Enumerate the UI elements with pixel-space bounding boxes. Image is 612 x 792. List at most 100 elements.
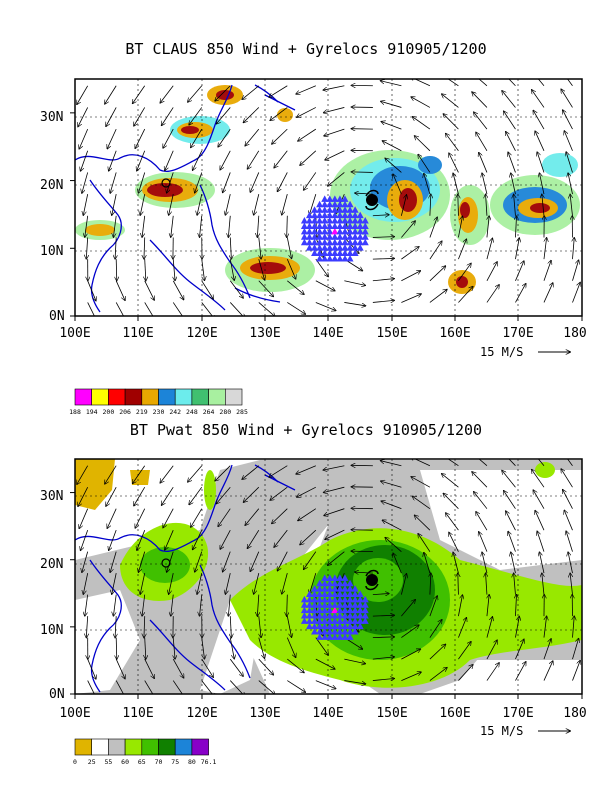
gyre-location-marker (311, 622, 319, 630)
wind-vector (270, 107, 288, 120)
colorbar-label: 285 (236, 408, 248, 416)
bottom-x-tick: 110E (122, 706, 153, 721)
wind-vector (287, 680, 305, 693)
gyre-location-marker (356, 211, 364, 219)
gyre-location-marker (361, 222, 369, 229)
wind-vector (442, 474, 459, 488)
gyre-location-marker (351, 628, 359, 635)
colorbar-label: 55 (104, 758, 112, 766)
wind-vector (223, 551, 231, 572)
wind-vector (220, 150, 231, 170)
wind-vector (142, 215, 146, 237)
gyre-location-marker (341, 249, 349, 257)
gyre-location-marker (356, 217, 364, 224)
wind-vector (257, 215, 258, 237)
gyre-location-marker (311, 590, 319, 597)
wind-vector (107, 128, 117, 148)
wind-vector (77, 85, 89, 104)
wind-vector (572, 639, 578, 660)
wind-vector (160, 85, 174, 103)
wind-vector (105, 85, 117, 104)
wind-vector (351, 551, 373, 552)
gyre-location-marker (341, 238, 349, 246)
gyre-location-marker (326, 611, 334, 619)
wind-vector (144, 280, 155, 300)
gyre-location-marker (341, 595, 349, 603)
gyre-location-marker (351, 227, 359, 235)
wind-vector (270, 486, 288, 500)
colorbar-label: 25 (88, 758, 96, 766)
gyre-location-marker (326, 606, 334, 614)
wind-vector (539, 552, 545, 574)
wind-vector (78, 487, 89, 506)
wind-vector (254, 573, 260, 594)
wind-vector (401, 221, 415, 238)
wind-vector (201, 302, 215, 316)
colorbar-label: 60 (121, 758, 129, 766)
wind-vector (486, 238, 492, 260)
gyre-location-marker (305, 227, 313, 235)
gyre-location-marker (321, 206, 329, 213)
wind-vector (116, 259, 117, 280)
gyre-location-marker (356, 222, 364, 229)
bottom-gyre-locations (300, 574, 369, 640)
gyre-location-marker (316, 238, 324, 246)
wind-vector (245, 508, 260, 526)
wind-vector (144, 658, 155, 678)
gyre-location-marker (305, 622, 313, 630)
wind-vector (309, 193, 317, 214)
bottom-vector-ref-label: 15 M/S (480, 724, 523, 738)
wind-vector (300, 529, 317, 544)
wind-vector (515, 238, 519, 260)
top-x-tick: 180 (563, 326, 586, 341)
gyre-location-marker (351, 601, 359, 608)
wind-vector (543, 261, 551, 281)
colorbar-label: 0 (73, 758, 77, 766)
gyre-location-marker (300, 611, 308, 619)
bottom-wind-vectors (77, 459, 580, 694)
gyre-location-marker (305, 233, 313, 240)
wind-vector (447, 79, 459, 87)
gyre-location-marker (321, 579, 329, 587)
wind-vector (472, 92, 488, 108)
wind-vector (106, 487, 117, 506)
gyre-location-marker (331, 200, 339, 208)
bottom-pwat-shading (75, 459, 582, 694)
gyre-location-marker (316, 227, 324, 235)
wind-vector (258, 280, 274, 297)
wind-vector (453, 552, 459, 574)
wind-vector (542, 573, 544, 595)
wind-vector (83, 573, 89, 594)
wind-vector (230, 237, 231, 258)
gyre-location-marker (346, 585, 354, 592)
wind-vector (543, 283, 553, 303)
wind-vector (344, 680, 365, 684)
gyre-location-marker (321, 211, 329, 219)
wind-vector (479, 532, 488, 552)
wind-vector (344, 280, 365, 286)
wind-vector (229, 637, 234, 659)
top-x-tick: 130E (249, 326, 280, 341)
wind-vector (106, 107, 117, 126)
wind-vector (144, 616, 145, 637)
wind-vector (412, 117, 431, 130)
colorbar-label: 230 (153, 408, 165, 416)
wind-vector (324, 486, 345, 492)
wind-vector (449, 532, 459, 552)
wind-vector (138, 551, 146, 572)
gyre-location-marker (311, 606, 319, 614)
gyre-location-marker (326, 633, 334, 640)
gyre-location-marker (346, 244, 354, 251)
gyre-location-marker (311, 249, 319, 257)
wind-vector (274, 150, 288, 168)
gyre-location-marker (351, 222, 359, 229)
wind-vector (532, 470, 545, 488)
wind-vector (172, 658, 183, 678)
wind-vector (412, 496, 431, 510)
gyre-location-marker (326, 249, 334, 257)
gyre-location-marker (346, 217, 354, 224)
gyre-location-marker (336, 628, 344, 635)
wind-vector (515, 284, 525, 303)
gyre-location-marker (316, 579, 324, 587)
wind-vector (572, 282, 580, 303)
